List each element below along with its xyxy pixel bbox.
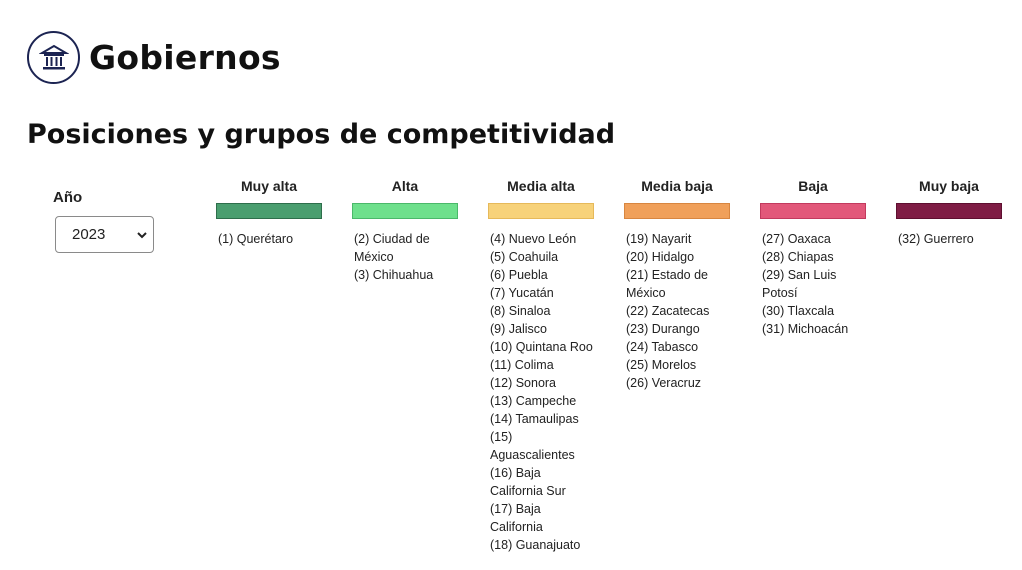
group-state-list: (2) Ciudad de México (3) Chihuahua bbox=[352, 230, 458, 284]
state-list-item: (22) Zacatecas bbox=[626, 304, 710, 318]
state-list-item: (20) Hidalgo bbox=[626, 250, 695, 264]
state-list-item: (30) Tlaxcala bbox=[762, 304, 835, 318]
state-list-item: (1) Querétaro bbox=[218, 232, 294, 246]
group-state-list: (32) Guerrero bbox=[896, 230, 1002, 248]
state-list-item: (19) Nayarit bbox=[626, 232, 692, 246]
brand: Gobiernos bbox=[27, 31, 281, 84]
state-list-item: (17) Baja California bbox=[490, 502, 543, 534]
chevron-down-icon bbox=[137, 232, 147, 239]
state-list-item: (31) Michoacán bbox=[762, 322, 849, 336]
page-title: Posiciones y grupos de competitividad bbox=[27, 119, 616, 150]
state-list-item: (27) Oaxaca bbox=[762, 232, 831, 246]
group-column: Muy baja (32) Guerrero bbox=[896, 176, 1002, 248]
state-list-item: (4) Nuevo León bbox=[490, 232, 577, 246]
group-color-swatch bbox=[760, 203, 866, 219]
state-list-item: (18) Guanajuato bbox=[490, 538, 581, 552]
group-color-swatch bbox=[488, 203, 594, 219]
state-list-item: (14) Tamaulipas bbox=[490, 412, 579, 426]
group-color-swatch bbox=[624, 203, 730, 219]
state-list-item: (3) Chihuahua bbox=[354, 268, 434, 282]
group-title: Muy baja bbox=[919, 178, 979, 194]
state-list-item: (32) Guerrero bbox=[898, 232, 974, 246]
group-color-swatch bbox=[216, 203, 322, 219]
government-building-icon bbox=[27, 31, 80, 84]
brand-title: Gobiernos bbox=[89, 38, 281, 77]
state-list-item: (10) Quintana Roo bbox=[490, 340, 593, 354]
state-list-item: (8) Sinaloa bbox=[490, 304, 551, 318]
group-title: Media alta bbox=[507, 178, 575, 194]
state-list-item: (2) Ciudad de México bbox=[354, 232, 430, 264]
group-state-list: (27) Oaxaca (28) Chiapas (29) San Luis Pot… bbox=[760, 230, 866, 338]
state-list-item: (26) Veracruz bbox=[626, 376, 702, 390]
group-title: Media baja bbox=[641, 178, 713, 194]
state-list-item: (7) Yucatán bbox=[490, 286, 554, 300]
state-list-item: (25) Morelos bbox=[626, 358, 697, 372]
state-list-item: (5) Coahuila bbox=[490, 250, 559, 264]
group-state-list: (1) Querétaro bbox=[216, 230, 322, 248]
state-list-item: (9) Jalisco bbox=[490, 322, 547, 336]
state-list-item: (21) Estado de México bbox=[626, 268, 708, 300]
group-color-swatch bbox=[352, 203, 458, 219]
state-list-item: (15) Aguascalientes bbox=[490, 430, 575, 462]
group-column: Media baja (19) Nayarit (20) Hidalgo (21) E… bbox=[624, 176, 730, 392]
group-state-list: (4) Nuevo León (5) Coahuila (6) Puebla (7) … bbox=[488, 230, 594, 554]
state-list-item: (23) Durango bbox=[626, 322, 700, 336]
group-title: Baja bbox=[798, 178, 828, 194]
group-state-list: (19) Nayarit (20) Hidalgo (21) Estado de M… bbox=[624, 230, 730, 392]
group-column: Alta (2) Ciudad de México (3) Chihuahua bbox=[352, 176, 458, 284]
group-title: Muy alta bbox=[240, 178, 297, 194]
state-list-item: (29) San Luis Potosí bbox=[762, 268, 837, 300]
state-list-item: (28) Chiapas bbox=[762, 250, 834, 264]
group-column: Media alta (4) Nuevo León (5) Coahuila (6) … bbox=[488, 176, 594, 554]
group-column: Muy alta (1) Querétaro bbox=[216, 176, 322, 248]
state-list-item: (12) Sonora bbox=[490, 376, 557, 390]
state-list-item: (16) Baja California Sur bbox=[490, 466, 566, 498]
year-label: Año bbox=[53, 189, 83, 206]
year-select[interactable]: 2023 bbox=[55, 216, 154, 253]
state-list-item: (13) Campeche bbox=[490, 394, 577, 408]
group-column: Baja (27) Oaxaca (28) Chiapas (29) San Luis… bbox=[760, 176, 866, 338]
state-list-item: (6) Puebla bbox=[490, 268, 548, 282]
group-color-swatch bbox=[896, 203, 1002, 219]
group-title: Alta bbox=[391, 178, 419, 194]
state-list-item: (24) Tabasco bbox=[626, 340, 699, 354]
state-list-item: (11) Colima bbox=[490, 358, 554, 372]
year-selected-value: 2023 bbox=[72, 226, 106, 243]
